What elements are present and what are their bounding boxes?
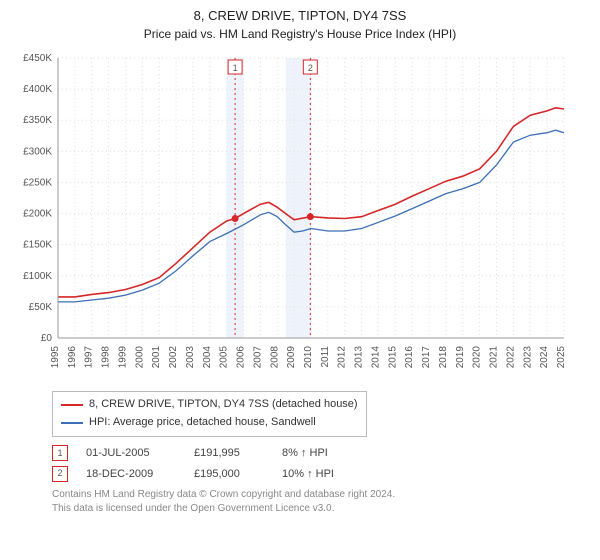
svg-text:2021: 2021 <box>489 346 500 369</box>
svg-text:2010: 2010 <box>303 346 314 369</box>
svg-text:1999: 1999 <box>117 346 128 369</box>
svg-text:2007: 2007 <box>252 346 263 369</box>
svg-text:2013: 2013 <box>354 346 365 369</box>
legend-label: HPI: Average price, detached house, Sand… <box>89 414 316 432</box>
legend-item: HPI: Average price, detached house, Sand… <box>61 414 358 432</box>
sale-price: £195,000 <box>194 464 264 485</box>
chart-container: 8, CREW DRIVE, TIPTON, DY4 7SS Price pai… <box>0 0 600 525</box>
svg-text:2023: 2023 <box>522 346 533 369</box>
svg-text:1: 1 <box>233 63 238 73</box>
svg-text:2014: 2014 <box>370 346 381 369</box>
sale-marker: 1 <box>52 445 68 461</box>
svg-text:£300K: £300K <box>23 147 52 158</box>
footnote-line: This data is licensed under the Open Gov… <box>52 502 572 516</box>
svg-text:2018: 2018 <box>438 346 449 369</box>
line-chart: £0 £50K £100K £150K £200K £250K £300K £350K £400… <box>12 50 588 385</box>
svg-text:1998: 1998 <box>101 346 112 369</box>
svg-text:2009: 2009 <box>286 346 297 369</box>
svg-text:2020: 2020 <box>472 346 483 369</box>
svg-text:1995: 1995 <box>50 346 61 369</box>
svg-text:2016: 2016 <box>404 346 415 369</box>
svg-text:2017: 2017 <box>421 346 432 369</box>
legend-item: 8, CREW DRIVE, TIPTON, DY4 7SS (detached… <box>61 396 358 414</box>
sale-date: 01-JUL-2005 <box>86 443 176 464</box>
svg-text:2002: 2002 <box>168 346 179 369</box>
svg-text:2003: 2003 <box>185 346 196 369</box>
chart-svg: £0 £50K £100K £150K £200K £250K £300K £350K £400… <box>12 50 572 380</box>
svg-text:2022: 2022 <box>505 346 516 369</box>
svg-text:£350K: £350K <box>23 116 52 127</box>
svg-text:£450K: £450K <box>23 53 52 64</box>
legend-swatch <box>61 422 83 424</box>
svg-text:2006: 2006 <box>236 346 247 369</box>
sales-row: 2 18-DEC-2009 £195,000 10% ↑ HPI <box>52 464 588 485</box>
svg-text:2001: 2001 <box>151 346 162 369</box>
sale-price: £191,995 <box>194 443 264 464</box>
legend-swatch <box>61 404 83 406</box>
svg-text:2008: 2008 <box>269 346 280 369</box>
svg-text:£100K: £100K <box>23 271 52 282</box>
page-subtitle: Price paid vs. HM Land Registry's House … <box>12 27 588 43</box>
svg-text:2: 2 <box>308 63 313 73</box>
svg-text:1996: 1996 <box>67 346 78 369</box>
svg-text:£0: £0 <box>41 333 53 344</box>
svg-text:£400K: £400K <box>23 85 52 96</box>
sale-marker: 2 <box>52 466 68 482</box>
legend: 8, CREW DRIVE, TIPTON, DY4 7SS (detached… <box>52 391 367 436</box>
sales-row: 1 01-JUL-2005 £191,995 8% ↑ HPI <box>52 443 588 464</box>
legend-label: 8, CREW DRIVE, TIPTON, DY4 7SS (detached… <box>89 396 358 414</box>
sales-table: 1 01-JUL-2005 £191,995 8% ↑ HPI 2 18-DEC… <box>52 443 588 485</box>
svg-text:£150K: £150K <box>23 240 52 251</box>
svg-text:2000: 2000 <box>134 346 145 369</box>
svg-text:1997: 1997 <box>84 346 95 369</box>
svg-text:2025: 2025 <box>556 346 567 369</box>
svg-text:2015: 2015 <box>387 346 398 369</box>
svg-text:2011: 2011 <box>320 346 331 368</box>
svg-text:2012: 2012 <box>337 346 348 369</box>
sale-hpi: 10% ↑ HPI <box>282 464 362 485</box>
svg-text:£200K: £200K <box>23 209 52 220</box>
sale-date: 18-DEC-2009 <box>86 464 176 485</box>
footnote: Contains HM Land Registry data © Crown c… <box>52 488 572 515</box>
svg-text:£50K: £50K <box>29 302 53 313</box>
svg-text:2005: 2005 <box>219 346 230 369</box>
footnote-line: Contains HM Land Registry data © Crown c… <box>52 488 572 502</box>
svg-text:2024: 2024 <box>539 346 550 369</box>
sale-hpi: 8% ↑ HPI <box>282 443 362 464</box>
svg-text:£250K: £250K <box>23 178 52 189</box>
svg-text:2019: 2019 <box>455 346 466 369</box>
page-title: 8, CREW DRIVE, TIPTON, DY4 7SS <box>12 8 588 25</box>
svg-text:2004: 2004 <box>202 346 213 369</box>
